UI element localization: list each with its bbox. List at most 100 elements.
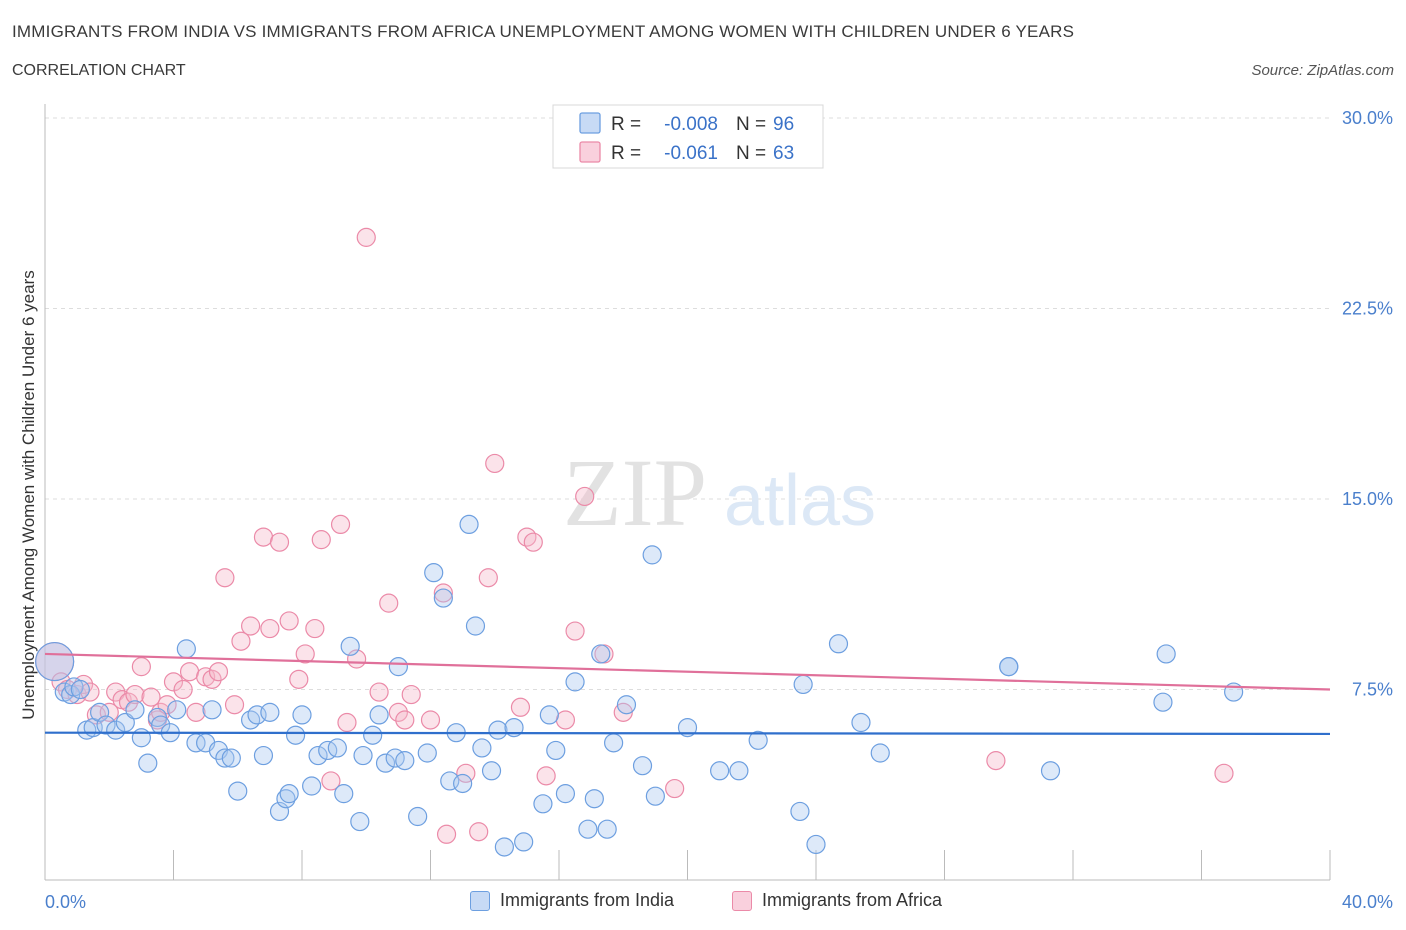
africa-point-7 bbox=[99, 702, 119, 722]
stats-swatch-africa bbox=[579, 141, 601, 163]
legend-item-africa[interactable]: Immigrants from Africa bbox=[732, 890, 942, 911]
africa-point-17 bbox=[163, 672, 184, 692]
legend-item-india[interactable]: Immigrants from India bbox=[470, 890, 674, 911]
africa-point-45 bbox=[401, 684, 421, 705]
india-point-57 bbox=[465, 616, 486, 636]
india-point-41 bbox=[350, 811, 370, 832]
india-point-24 bbox=[221, 748, 241, 768]
india-point-8 bbox=[96, 715, 116, 735]
trend-lines bbox=[44, 652, 1331, 736]
africa-point-35 bbox=[311, 530, 331, 550]
india-point-84 bbox=[806, 834, 826, 855]
legend-swatch-africa bbox=[732, 890, 752, 911]
stats-legend: R = -0.008 N = 96 R = -0.061 N = 63 bbox=[552, 104, 824, 169]
axes bbox=[44, 104, 1331, 881]
india-point-69 bbox=[578, 819, 598, 839]
africa-point-25 bbox=[224, 695, 245, 715]
india-point-75 bbox=[632, 756, 653, 776]
india-point-92 bbox=[1156, 644, 1176, 664]
india-point-9 bbox=[106, 720, 126, 740]
africa-point-48 bbox=[436, 824, 457, 844]
india-point-61 bbox=[494, 837, 514, 857]
watermark: ZIP atlas bbox=[563, 439, 876, 546]
india-point-29 bbox=[260, 702, 280, 722]
india-point-71 bbox=[591, 644, 611, 664]
africa-point-29 bbox=[260, 618, 280, 639]
india-point-36 bbox=[308, 745, 328, 766]
stats-r-value-india: -0.008 bbox=[664, 114, 718, 135]
y-axis-label: Unemployment Among Women with Children U… bbox=[19, 270, 38, 719]
india-point-66 bbox=[546, 740, 566, 761]
x-tick-label-0: 0.0% bbox=[45, 892, 86, 912]
india-point-90 bbox=[1040, 761, 1061, 781]
africa-point-34 bbox=[305, 618, 325, 639]
africa-point-32 bbox=[289, 669, 309, 689]
africa-point-57 bbox=[555, 710, 576, 730]
stats-r-label-africa: R = bbox=[611, 143, 641, 164]
india-point-40 bbox=[340, 636, 360, 656]
africa-point-13 bbox=[141, 687, 161, 707]
india-point-58 bbox=[472, 738, 492, 758]
india-point-83 bbox=[793, 674, 813, 695]
india-point-47 bbox=[395, 751, 415, 771]
india-point-21 bbox=[202, 700, 222, 720]
india-point-65 bbox=[539, 705, 559, 725]
africa-point-64 bbox=[1214, 763, 1234, 783]
chart-title: IMMIGRANTS FROM INDIA VS IMMIGRANTS FROM… bbox=[12, 22, 1075, 41]
chart-subtitle: CORRELATION CHART bbox=[12, 62, 186, 79]
india-point-12 bbox=[131, 728, 151, 748]
africa-point-43 bbox=[388, 702, 408, 722]
africa-point-33 bbox=[295, 644, 315, 664]
india-point-60 bbox=[488, 720, 508, 740]
india-point-72 bbox=[597, 819, 617, 839]
india-point-81 bbox=[748, 730, 768, 750]
india-point-64 bbox=[533, 794, 553, 814]
africa-point-41 bbox=[369, 682, 389, 702]
stats-swatch-india bbox=[579, 112, 601, 134]
africa-point-38 bbox=[337, 712, 357, 733]
india-point-85 bbox=[828, 634, 849, 654]
india-point-13 bbox=[138, 753, 158, 773]
africa-point-53 bbox=[510, 697, 531, 717]
africa-point-27 bbox=[241, 616, 261, 636]
india-point-68 bbox=[565, 672, 585, 692]
y-tick-label-0: 7.5% bbox=[1352, 680, 1393, 700]
stats-n-label-india: N = bbox=[736, 114, 766, 135]
stats-n-value-india: 96 bbox=[773, 114, 794, 135]
india-point-39 bbox=[334, 784, 354, 804]
india-point-87 bbox=[870, 743, 890, 763]
africa-point-50 bbox=[469, 822, 489, 842]
india-point-18 bbox=[176, 639, 196, 659]
africa-point-52 bbox=[485, 453, 505, 474]
india-point-49 bbox=[408, 806, 428, 827]
y-tick-label-2: 22.5% bbox=[1342, 299, 1393, 319]
africa-point-44 bbox=[395, 710, 415, 730]
legend-label-africa: Immigrants from Africa bbox=[762, 890, 943, 910]
africa-point-42 bbox=[379, 593, 399, 613]
africa-point-47 bbox=[433, 583, 453, 603]
africa-point-18 bbox=[173, 679, 193, 700]
africa-point-20 bbox=[186, 702, 206, 722]
africa-point-23 bbox=[208, 662, 229, 682]
india-point-74 bbox=[616, 695, 637, 715]
india-point-50 bbox=[417, 743, 437, 763]
india-point-45 bbox=[375, 753, 396, 773]
africa-point-19 bbox=[179, 662, 200, 682]
india-point-89 bbox=[999, 657, 1019, 677]
india-point-25 bbox=[228, 781, 248, 801]
india-point-35 bbox=[302, 776, 322, 796]
india-point-32 bbox=[279, 784, 299, 804]
grid-lines bbox=[45, 117, 1330, 690]
watermark-atlas: atlas bbox=[724, 461, 876, 541]
africa-point-40 bbox=[356, 227, 376, 247]
africa-point-55 bbox=[523, 532, 543, 552]
india-point-70 bbox=[584, 789, 604, 809]
india-point-55 bbox=[453, 773, 473, 794]
africa-point-16 bbox=[157, 695, 177, 715]
africa-point-63 bbox=[986, 751, 1006, 771]
africa-point-28 bbox=[253, 527, 274, 547]
india-point-11 bbox=[125, 700, 145, 720]
india-point-38 bbox=[327, 738, 347, 758]
india-point-82 bbox=[790, 801, 810, 822]
